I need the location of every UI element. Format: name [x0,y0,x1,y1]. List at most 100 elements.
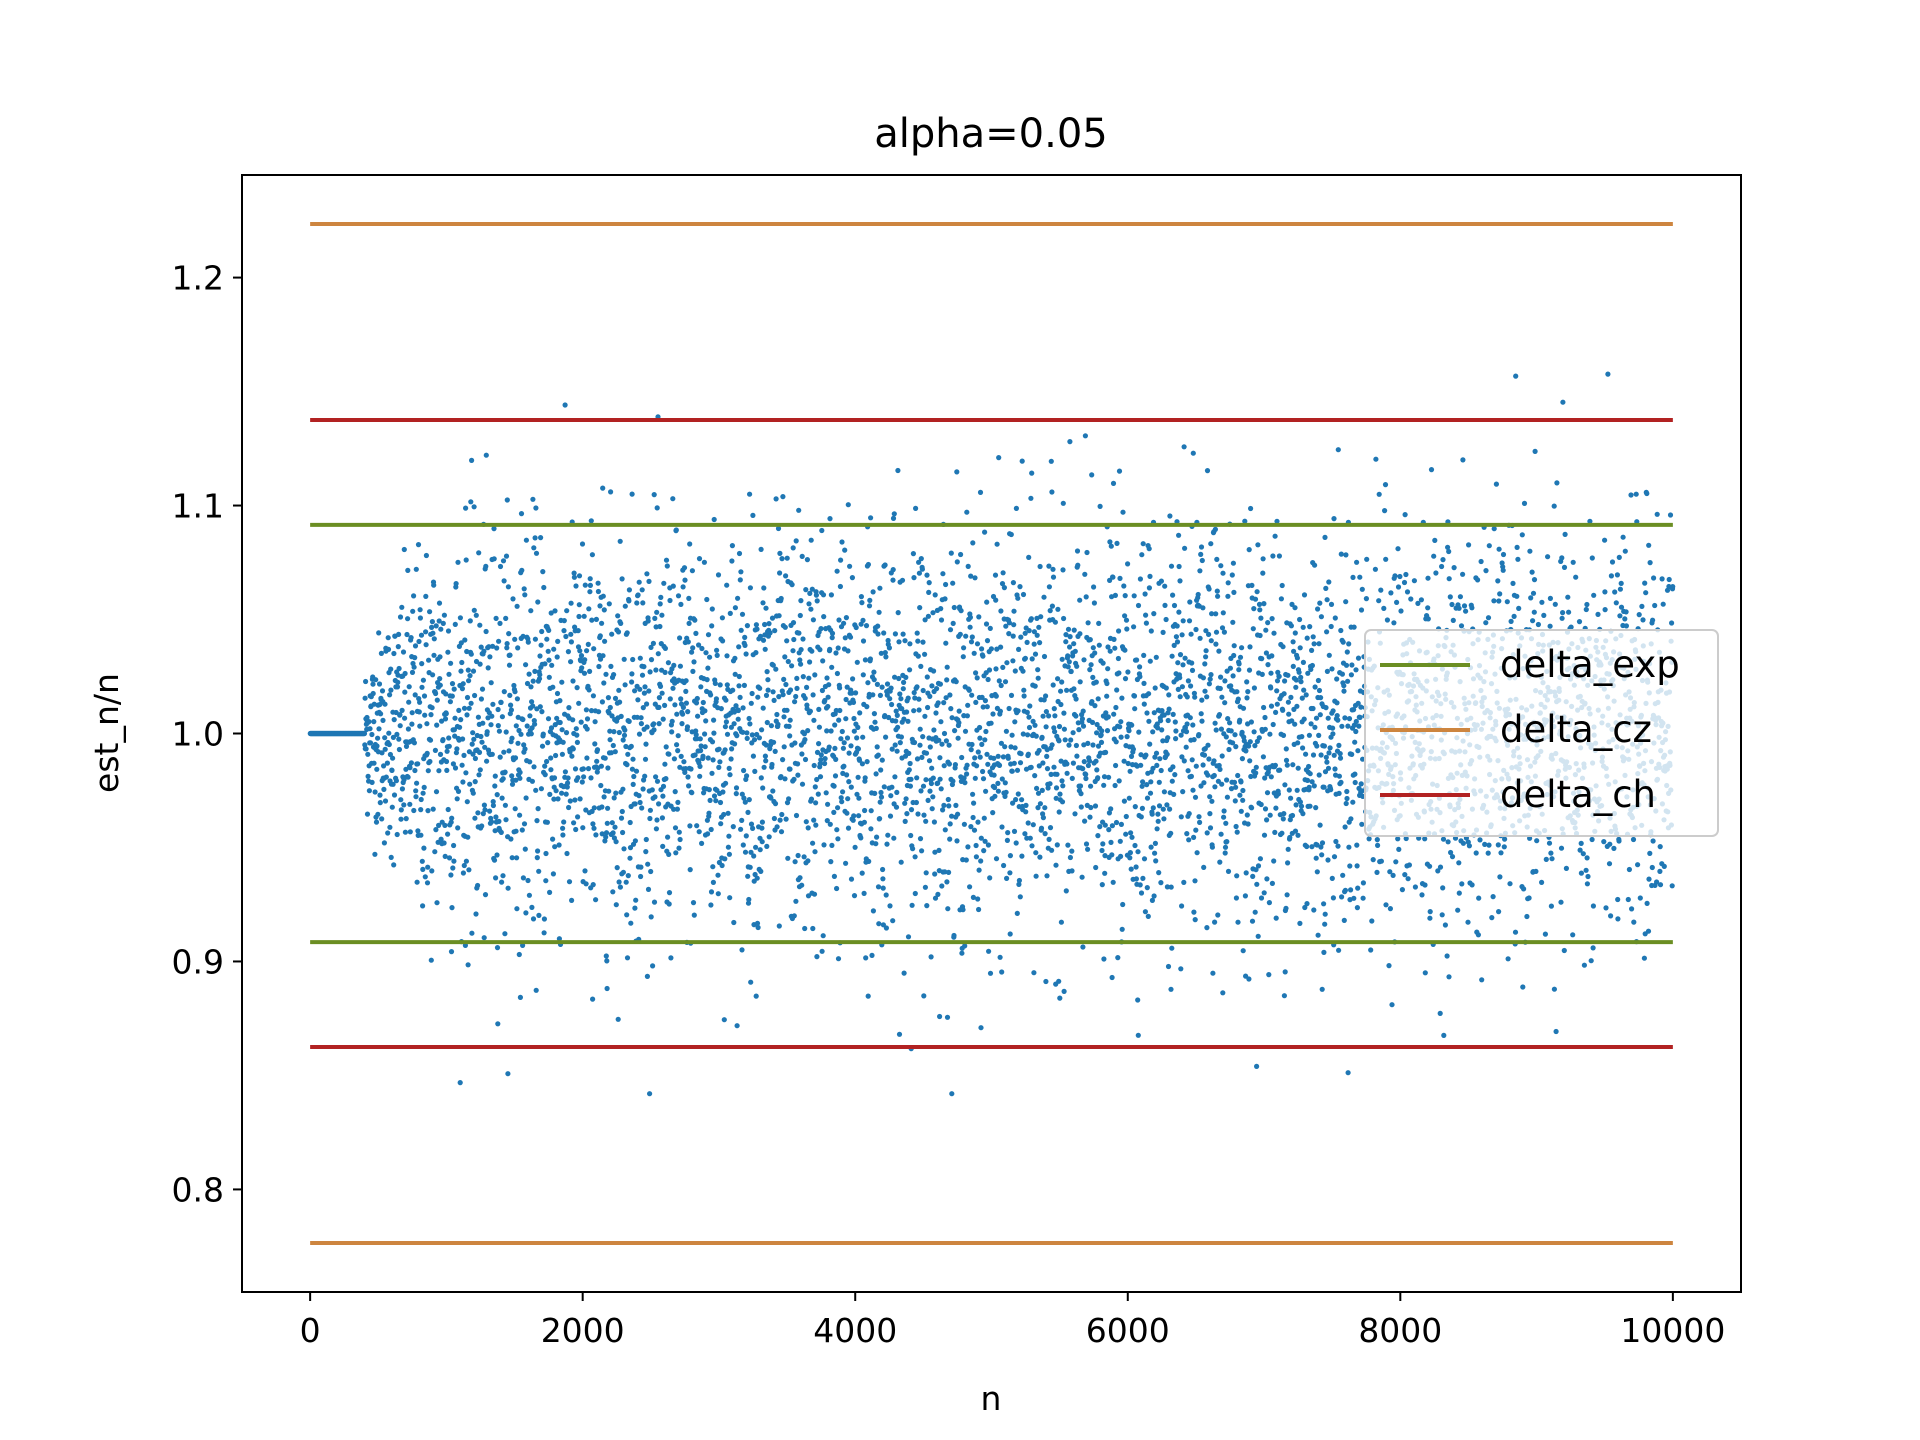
scatter-point [385,646,392,653]
scatter-point [1010,580,1017,586]
scatter-point [1121,798,1127,804]
scatter-point [405,616,411,622]
scatter-point [1018,634,1024,640]
scatter-point [612,695,619,702]
scatter-point [1173,736,1179,742]
scatter-point [1100,841,1106,847]
scatter-point [510,596,516,602]
scatter-point [853,690,859,696]
scatter-point [461,752,467,759]
scatter-point [833,756,839,763]
scatter-point [1459,881,1465,887]
scatter-point [1363,596,1369,602]
scatter-point [1143,752,1149,758]
scatter-point [1427,863,1433,869]
scatter-point [980,704,986,710]
scatter-point [968,639,975,645]
scatter-point [530,703,536,709]
scatter-point [1291,648,1297,654]
scatter-point [1038,614,1044,620]
scatter-point [1306,763,1312,770]
scatter-point [1088,783,1094,789]
scatter-point [795,772,801,778]
scatter-point [1122,613,1128,619]
scatter-point [885,637,891,644]
scatter-point [1415,600,1421,607]
scatter-point [636,793,642,799]
scatter-point [854,791,860,797]
scatter-point [1210,970,1216,976]
scatter-point [949,715,955,721]
scatter-point [619,808,625,815]
scatter-point [1212,720,1218,726]
scatter-point [706,810,712,816]
scatter-point [527,713,533,719]
scatter-point [1382,482,1389,488]
scatter-point [915,811,921,817]
scatter-point [985,842,992,848]
scatter-point [1355,885,1361,891]
scatter-point [714,647,720,653]
scatter-point [1289,812,1296,819]
scatter-point [579,665,585,671]
scatter-point [1185,678,1191,684]
scatter-point [1003,728,1010,734]
scatter-point [1029,470,1035,476]
scatter-point [1378,858,1384,864]
scatter-point [503,553,510,559]
scatter-point [1091,584,1097,590]
scatter-point [941,730,948,737]
scatter-point [1246,976,1252,982]
scatter-point [1533,868,1539,875]
scatter-point [1531,609,1537,615]
scatter-point [476,772,482,778]
scatter-point [829,630,836,637]
scatter-point [1047,825,1054,831]
scatter-point [1500,551,1507,558]
scatter-point [1117,575,1123,582]
scatter-point [605,765,611,771]
scatter-point [1175,686,1181,693]
scatter-point [1231,652,1237,659]
scatter-point [388,666,394,672]
scatter-point [916,696,922,702]
scatter-point [1227,720,1233,726]
scatter-point [497,754,503,760]
scatter-point [1463,608,1469,614]
scatter-point [1650,838,1656,844]
scatter-point [1078,791,1084,797]
scatter-point [1168,830,1174,836]
scatter-point [914,684,920,690]
scatter-point [1545,554,1551,560]
scatter-point [700,699,706,706]
scatter-point [1425,575,1431,581]
scatter-point [777,817,783,823]
scatter-point [468,499,474,505]
scatter-point [1256,735,1262,741]
scatter-point [990,810,996,816]
scatter-point [988,720,994,726]
scatter-point [680,704,687,711]
scatter-point [1010,658,1016,664]
scatter-point [1300,624,1306,630]
scatter-point [482,892,489,898]
scatter-point [750,825,756,832]
scatter-point [639,587,645,593]
scatter-point [1466,843,1472,849]
scatter-point [426,657,432,663]
scatter-point [461,862,467,869]
scatter-point [760,785,766,791]
scatter-point [754,626,760,632]
scatter-point [753,622,760,628]
scatter-point [679,721,685,727]
scatter-point [1306,732,1312,738]
scatter-point [437,676,443,682]
scatter-point [857,710,863,716]
scatter-point [1508,618,1514,625]
scatter-point [747,491,753,497]
scatter-point [865,561,872,568]
scatter-point [653,826,660,832]
scatter-point [1052,713,1058,719]
scatter-point [1404,589,1411,595]
scatter-point [1240,797,1246,803]
